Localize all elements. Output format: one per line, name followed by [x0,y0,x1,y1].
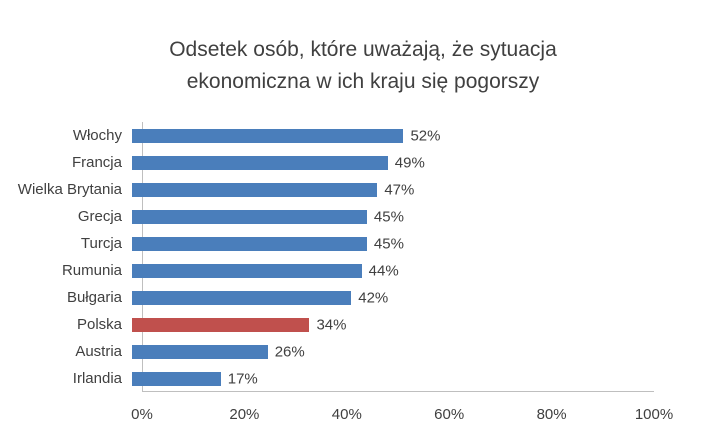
category-label: Polska [76,316,122,333]
bar [132,371,221,386]
category-label: Grecja [77,208,122,225]
bar-track: 42% [132,284,654,311]
category-label: Rumunia [61,262,122,279]
value-label: 42% [358,289,389,306]
x-tick-label: 100% [634,406,674,423]
bar [132,209,367,224]
bar-track: 47% [132,176,654,203]
bar [132,128,404,143]
bar [132,263,362,278]
bar-track: 44% [132,257,654,284]
bar [132,182,378,197]
bar-row: Francja 49% [12,149,714,176]
category-label: Turcja [80,235,122,252]
value-label: 26% [274,343,305,360]
bar-row: Polska 34% [12,311,714,338]
bar [132,236,367,251]
chart-title-line-1: Odsetek osób, które uważają, że sytuacja [169,38,557,61]
bar-rows: Włochy 52% Francja 49% Wielka Brytania 47% Gre… [12,122,714,392]
bar-highlighted [132,317,310,332]
x-tick-label: 80% [536,406,567,423]
bar-track: 52% [132,122,654,149]
category-label: Bułgaria [66,289,122,306]
value-label: 45% [373,208,404,225]
value-label: 49% [394,154,425,171]
bar-track: 45% [132,203,654,230]
bar-track: 26% [132,338,654,365]
bar-row: Wielka Brytania 47% [12,176,714,203]
bar-row: Turcja 45% [12,230,714,257]
bar-row: Irlandia 17% [12,365,714,392]
bar-row: Austria 26% [12,338,714,365]
value-label: 17% [227,370,258,387]
category-label: Irlandia [72,370,122,387]
x-axis-ticks: 0% 20% 40% 60% 80% 100% [131,406,673,432]
chart-title: Odsetek osób, które uważają, że sytuacja… [0,34,726,97]
bar [132,344,268,359]
category-label: Austria [75,343,122,360]
bar-track: 34% [132,311,654,338]
bar-track: 49% [132,149,654,176]
value-label: 45% [373,235,404,252]
value-label: 44% [368,262,399,279]
x-tick-label: 40% [331,406,362,423]
bar-row: Grecja 45% [12,203,714,230]
value-label: 47% [384,181,415,198]
bar-row: Bułgaria 42% [12,284,714,311]
value-label: 34% [316,316,347,333]
bar-chart: Włochy 52% Francja 49% Wielka Brytania 47% Gre… [12,122,714,432]
category-label: Wielka Brytania [17,181,122,198]
category-label: Włochy [72,127,122,144]
x-tick-label: 60% [434,406,465,423]
bar-row: Rumunia 44% [12,257,714,284]
category-label: Francja [71,154,122,171]
x-tick-label: 20% [229,406,260,423]
bar-track: 17% [132,365,654,392]
bar-row: Włochy 52% [12,122,714,149]
bar [132,155,388,170]
bar [132,290,352,305]
value-label: 52% [410,127,441,144]
x-tick-label: 0% [131,406,153,423]
bar-track: 45% [132,230,654,257]
chart-title-line-2: ekonomiczna w ich kraju się pogorszy [186,69,540,93]
